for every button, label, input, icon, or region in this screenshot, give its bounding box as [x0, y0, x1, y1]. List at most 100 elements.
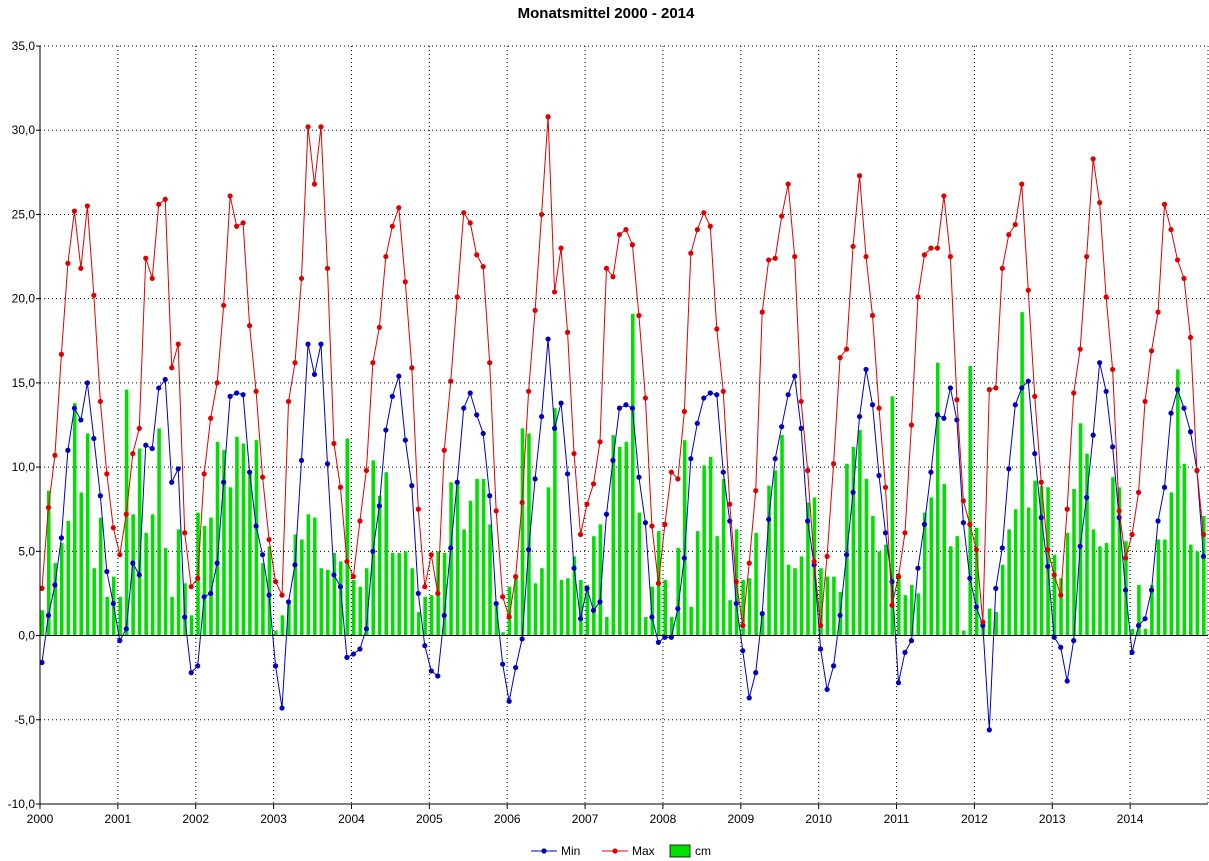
point-max: [136, 425, 142, 431]
bar-cm: [1111, 477, 1115, 636]
point-min: [1135, 622, 1142, 629]
point-max: [97, 398, 103, 405]
bar-cm: [332, 553, 337, 636]
point-min: [610, 457, 616, 463]
point-max: [584, 501, 590, 507]
point-max: [1122, 555, 1129, 561]
point-max: [1090, 156, 1096, 162]
bar-cm: [546, 487, 551, 636]
x-tick-label: 2010: [805, 812, 832, 826]
bar-cm: [455, 480, 460, 636]
bar-cm: [741, 579, 745, 636]
point-max: [610, 274, 616, 280]
point-max: [78, 265, 84, 271]
point-max: [350, 574, 357, 580]
point-min: [947, 385, 953, 391]
point-max: [110, 525, 116, 531]
x-tick-label: 2012: [961, 812, 988, 826]
point-max: [876, 405, 882, 411]
point-max: [500, 594, 506, 600]
bar-cm: [968, 366, 972, 636]
point-max: [798, 398, 804, 405]
point-max: [65, 260, 71, 266]
x-tick-label: 2006: [494, 812, 521, 826]
point-max: [694, 227, 700, 233]
bar-cm: [53, 563, 58, 636]
grid-lines: [40, 45, 1209, 804]
point-max: [201, 471, 207, 477]
y-tick-label: 25,0: [12, 207, 36, 221]
point-max: [104, 471, 110, 477]
bar-cm: [618, 446, 622, 636]
point-max: [603, 265, 610, 271]
point-min: [590, 607, 597, 613]
bar-cm: [948, 546, 953, 636]
point-min: [753, 670, 759, 676]
point-min: [986, 727, 992, 733]
bar-cm: [222, 450, 226, 636]
point-min: [551, 425, 558, 431]
y-tick-label: 20,0: [12, 292, 36, 306]
point-max: [337, 484, 344, 490]
point-min: [337, 584, 344, 590]
bar-cm: [780, 435, 784, 636]
bar-cm: [955, 536, 960, 636]
point-max: [422, 584, 428, 590]
bar-cm: [1169, 492, 1174, 636]
point-min: [655, 639, 661, 645]
bar-cm: [358, 586, 363, 636]
point-min: [733, 600, 739, 607]
point-min: [837, 612, 843, 618]
point-min: [500, 661, 506, 667]
point-max: [993, 385, 999, 391]
point-max: [928, 245, 934, 251]
point-max: [480, 264, 486, 270]
point-min: [623, 402, 629, 408]
y-tick-label: -5,0: [14, 713, 35, 727]
point-min: [746, 695, 752, 701]
point-max: [311, 181, 318, 187]
bar-cm: [228, 487, 233, 636]
point-min: [389, 393, 395, 399]
point-max: [941, 193, 947, 199]
point-min: [52, 582, 58, 588]
point-min: [136, 572, 142, 578]
point-max: [1103, 294, 1109, 300]
line-series: [39, 114, 1207, 733]
point-min: [350, 651, 357, 657]
bar-cm: [598, 524, 603, 636]
point-max: [1200, 531, 1207, 538]
point-max: [389, 223, 395, 229]
legend-label-cm: cm: [695, 844, 711, 858]
point-max: [1025, 287, 1031, 293]
bar-cm: [974, 527, 979, 636]
point-max: [1071, 390, 1077, 396]
point-max: [597, 439, 603, 445]
point-max: [182, 530, 188, 536]
point-min: [941, 415, 947, 421]
point-min: [188, 670, 194, 676]
point-min: [279, 705, 285, 711]
point-min: [409, 483, 415, 489]
x-tick-label: 2004: [338, 812, 365, 826]
bar-cm: [494, 601, 499, 636]
point-min: [487, 493, 493, 499]
legend-marker-max: [612, 848, 618, 854]
point-min: [720, 469, 726, 475]
point-max: [1135, 489, 1142, 495]
bar-cm: [313, 517, 317, 636]
point-min: [1071, 638, 1077, 644]
point-max: [701, 210, 707, 216]
bar-cm: [643, 617, 648, 636]
point-max: [1045, 547, 1051, 553]
bar-cm: [1163, 539, 1167, 636]
point-min: [493, 600, 499, 607]
point-max: [298, 275, 305, 282]
bar-cm: [1078, 423, 1083, 636]
point-max: [246, 323, 253, 329]
point-min: [616, 405, 623, 411]
bar-cm: [754, 532, 758, 636]
bar-cm: [884, 544, 888, 636]
point-min: [441, 612, 447, 618]
bar-cm: [98, 517, 103, 636]
